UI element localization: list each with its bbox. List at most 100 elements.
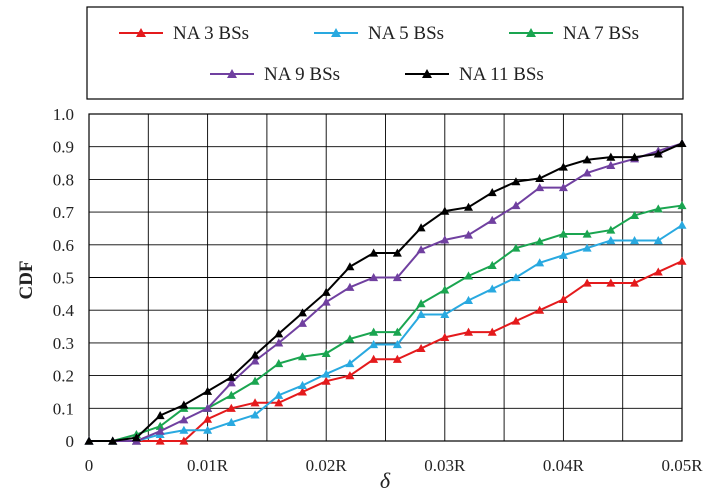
data-point	[511, 177, 521, 186]
data-point	[203, 403, 213, 412]
data-point	[416, 343, 426, 353]
data-point	[155, 421, 165, 430]
data-point	[677, 138, 687, 148]
data-point	[487, 215, 497, 224]
data-point	[155, 436, 165, 445]
data-point	[630, 278, 640, 287]
data-point	[369, 340, 379, 349]
data-point	[345, 359, 355, 368]
data-point	[321, 297, 331, 306]
data-point	[369, 273, 379, 282]
data-point	[630, 152, 640, 161]
data-point	[321, 369, 331, 378]
data-point	[416, 309, 426, 319]
data-point	[440, 235, 450, 244]
data-point	[511, 273, 521, 282]
data-point	[582, 243, 592, 252]
data-point	[345, 282, 355, 291]
data-point	[369, 327, 379, 336]
data-point	[535, 237, 545, 246]
data-point	[345, 262, 355, 271]
data-point	[535, 183, 545, 192]
data-point	[653, 267, 663, 276]
y-tick-label: 1.0	[53, 105, 74, 124]
y-axis-label: CDF	[16, 260, 37, 299]
y-tick-label: 0.9	[53, 138, 74, 157]
data-point	[226, 390, 236, 399]
y-tick-label: 0.4	[53, 301, 75, 320]
data-point	[250, 410, 260, 419]
data-point	[582, 168, 592, 177]
data-point	[464, 295, 474, 304]
data-point	[653, 149, 663, 158]
data-point	[440, 206, 450, 215]
legend-label: NA 5 BSs	[368, 23, 444, 44]
data-point	[321, 348, 331, 357]
data-point	[416, 223, 426, 232]
data-point	[535, 305, 545, 314]
data-point	[297, 352, 307, 361]
legend-marker	[331, 28, 341, 37]
data-point	[345, 334, 355, 343]
data-point	[606, 160, 616, 169]
legend: NA 3 BSs NA 5 BSs NA 7 BSs NA 9 BSs NA 11 BS…	[119, 23, 639, 85]
series-line-4	[89, 142, 683, 442]
data-point	[416, 245, 426, 254]
data-point	[321, 376, 331, 385]
data-point	[226, 378, 236, 387]
legend-label: NA 3 BSs	[173, 23, 249, 44]
data-point	[630, 236, 640, 245]
data-point	[250, 376, 260, 385]
data-point	[464, 202, 474, 211]
data-point	[108, 436, 118, 445]
data-point	[535, 258, 545, 267]
data-point	[369, 354, 379, 363]
data-point	[558, 229, 568, 238]
data-point	[297, 387, 307, 396]
data-point	[653, 204, 663, 213]
data-point	[606, 236, 616, 245]
data-point	[440, 332, 450, 341]
data-point	[392, 273, 402, 282]
y-tick-label: 0	[66, 432, 75, 451]
data-point	[274, 338, 284, 347]
data-point	[274, 390, 284, 399]
data-point	[653, 236, 663, 245]
data-point	[416, 299, 426, 308]
data-point	[558, 294, 568, 304]
x-axis-label: δ	[380, 468, 391, 493]
legend-label: NA 9 BSs	[264, 64, 340, 85]
data-point	[677, 201, 687, 210]
data-point	[582, 155, 592, 164]
data-point	[606, 225, 616, 234]
x-tick-label: 0.04R	[543, 456, 585, 475]
y-tick-labels: 0 0.1 0.2 0.3 0.4 0.5 0.6 0.7 0.8 0.9 1.0	[53, 105, 75, 451]
data-point	[226, 372, 236, 381]
data-point	[630, 210, 640, 219]
data-point	[274, 398, 284, 407]
data-point	[558, 162, 568, 171]
data-point	[345, 371, 355, 380]
y-tick-label: 0.3	[53, 334, 74, 353]
data-point	[392, 354, 402, 363]
data-point	[250, 350, 260, 359]
data-point	[203, 386, 213, 395]
data-point	[203, 414, 213, 423]
data-point	[203, 425, 213, 434]
data-point	[440, 285, 450, 294]
data-point	[464, 230, 474, 239]
x-tick-labels: 0 0.01R 0.02R 0.03R 0.04R 0.05R	[85, 456, 703, 475]
data-point	[297, 308, 307, 317]
y-tick-label: 0.5	[53, 269, 74, 288]
data-point	[274, 359, 284, 368]
x-tick-label: 0	[85, 456, 94, 475]
data-point	[511, 316, 521, 325]
series-line-2	[89, 224, 683, 442]
data-point	[321, 287, 331, 296]
legend-marker	[422, 69, 432, 78]
legend-label: NA 11 BSs	[459, 64, 544, 85]
data-point	[464, 327, 474, 336]
series-line-5	[89, 142, 683, 442]
data-point	[179, 425, 189, 434]
